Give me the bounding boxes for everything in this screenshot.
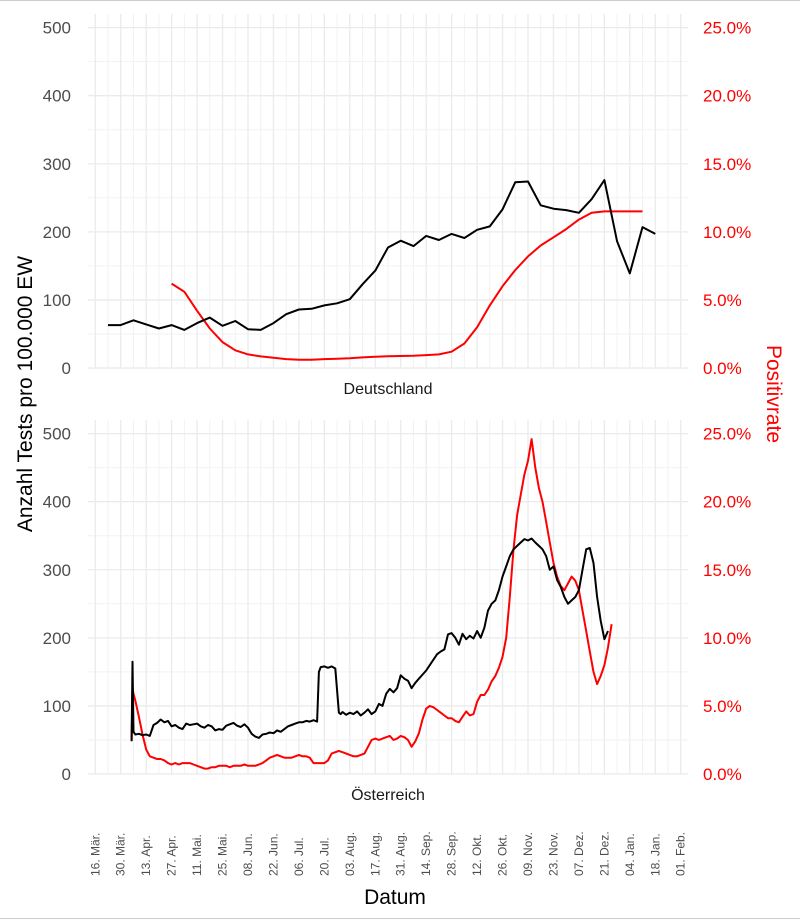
x-tick-label: 25. Mai. (216, 833, 230, 876)
y-tick-right: 20.0% (703, 87, 751, 106)
y-tick-left: 200 (43, 629, 71, 648)
y-tick-right: 25.0% (703, 19, 751, 38)
x-tick-label: 22. Jun. (266, 833, 280, 876)
x-axis-title: Datum (364, 886, 426, 909)
panel-label: Österreich (351, 786, 425, 804)
tests-line (108, 179, 656, 331)
y-tick-left: 400 (43, 493, 71, 512)
x-tick-label: 28. Sep. (445, 831, 459, 876)
y-axis-title-left: Anzahl Tests pro 100.000 EW (14, 256, 37, 532)
x-tick-label: 13. Apr. (139, 835, 153, 876)
y-tick-left: 400 (43, 87, 71, 106)
x-tick-label: 16. Mär. (88, 833, 102, 876)
x-tick-label: 09. Nov. (521, 832, 535, 876)
y-tick-right: 25.0% (703, 425, 751, 444)
tests-line (130, 537, 609, 742)
x-tick-label: 31. Aug. (394, 832, 408, 876)
bottom-border (0, 918, 800, 919)
y-tick-left: 500 (43, 425, 71, 444)
x-tick-label: 03. Aug. (343, 832, 357, 876)
x-tick-label: 14. Sep. (419, 831, 433, 876)
y-tick-right: 10.0% (703, 223, 751, 242)
x-tick-label: 18. Jan. (648, 833, 662, 876)
x-tick-label: 01. Feb. (674, 832, 688, 876)
y-tick-right: 0.0% (703, 359, 742, 378)
positivrate-line (130, 438, 613, 770)
y-tick-left: 0 (62, 359, 71, 378)
x-tick-label: 07. Dez. (572, 831, 586, 876)
x-tick-label: 20. Jul. (317, 837, 331, 876)
x-tick-label: 27. Apr. (165, 835, 179, 876)
x-tick-label: 23. Nov. (546, 832, 560, 876)
y-tick-left: 300 (43, 155, 71, 174)
x-tick-label: 26. Okt. (496, 834, 510, 876)
x-tick-label: 08. Jun. (241, 833, 255, 876)
y-tick-left: 100 (43, 697, 71, 716)
y-tick-left: 200 (43, 223, 71, 242)
y-tick-left: 100 (43, 291, 71, 310)
y-axis-title-right: Positivrate (762, 345, 785, 443)
positivrate-line (171, 210, 643, 361)
y-tick-right: 10.0% (703, 629, 751, 648)
y-tick-left: 500 (43, 19, 71, 38)
x-tick-label: 11. Mai. (190, 834, 204, 876)
y-tick-right: 5.0% (703, 697, 742, 716)
x-tick-label: 17. Aug. (368, 832, 382, 876)
y-tick-right: 15.0% (703, 155, 751, 174)
panel-label: Deutschland (344, 381, 433, 398)
x-tick-label: 06. Jul. (292, 837, 306, 876)
y-tick-right: 20.0% (703, 493, 751, 512)
x-tick-label: 04. Jan. (623, 833, 637, 876)
x-tick-label: 30. Mär. (114, 833, 128, 876)
x-tick-label: 12. Okt. (470, 834, 484, 876)
y-tick-right: 15.0% (703, 561, 751, 580)
x-tick-label: 21. Dez. (597, 831, 611, 876)
y-tick-right: 0.0% (703, 765, 742, 784)
top-border (0, 0, 800, 1)
y-tick-right: 5.0% (703, 291, 742, 310)
y-tick-left: 300 (43, 561, 71, 580)
y-tick-left: 0 (62, 765, 71, 784)
